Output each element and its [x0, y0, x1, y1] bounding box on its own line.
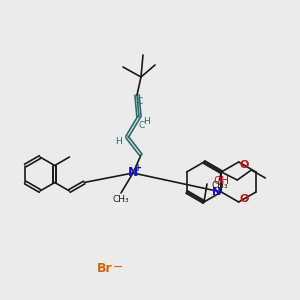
Text: OH: OH [213, 176, 229, 186]
Text: O: O [240, 160, 249, 170]
Text: N: N [212, 187, 221, 197]
Text: H: H [144, 116, 150, 125]
Text: CH₃: CH₃ [113, 196, 129, 205]
Text: C: C [137, 97, 143, 106]
Text: −: − [113, 260, 123, 274]
Text: N: N [128, 167, 138, 179]
Text: H: H [116, 137, 122, 146]
Text: Br: Br [97, 262, 113, 275]
Text: C: C [139, 121, 145, 130]
Text: O: O [240, 194, 249, 204]
Text: +: + [134, 163, 142, 173]
Text: CH₃: CH₃ [211, 182, 228, 190]
